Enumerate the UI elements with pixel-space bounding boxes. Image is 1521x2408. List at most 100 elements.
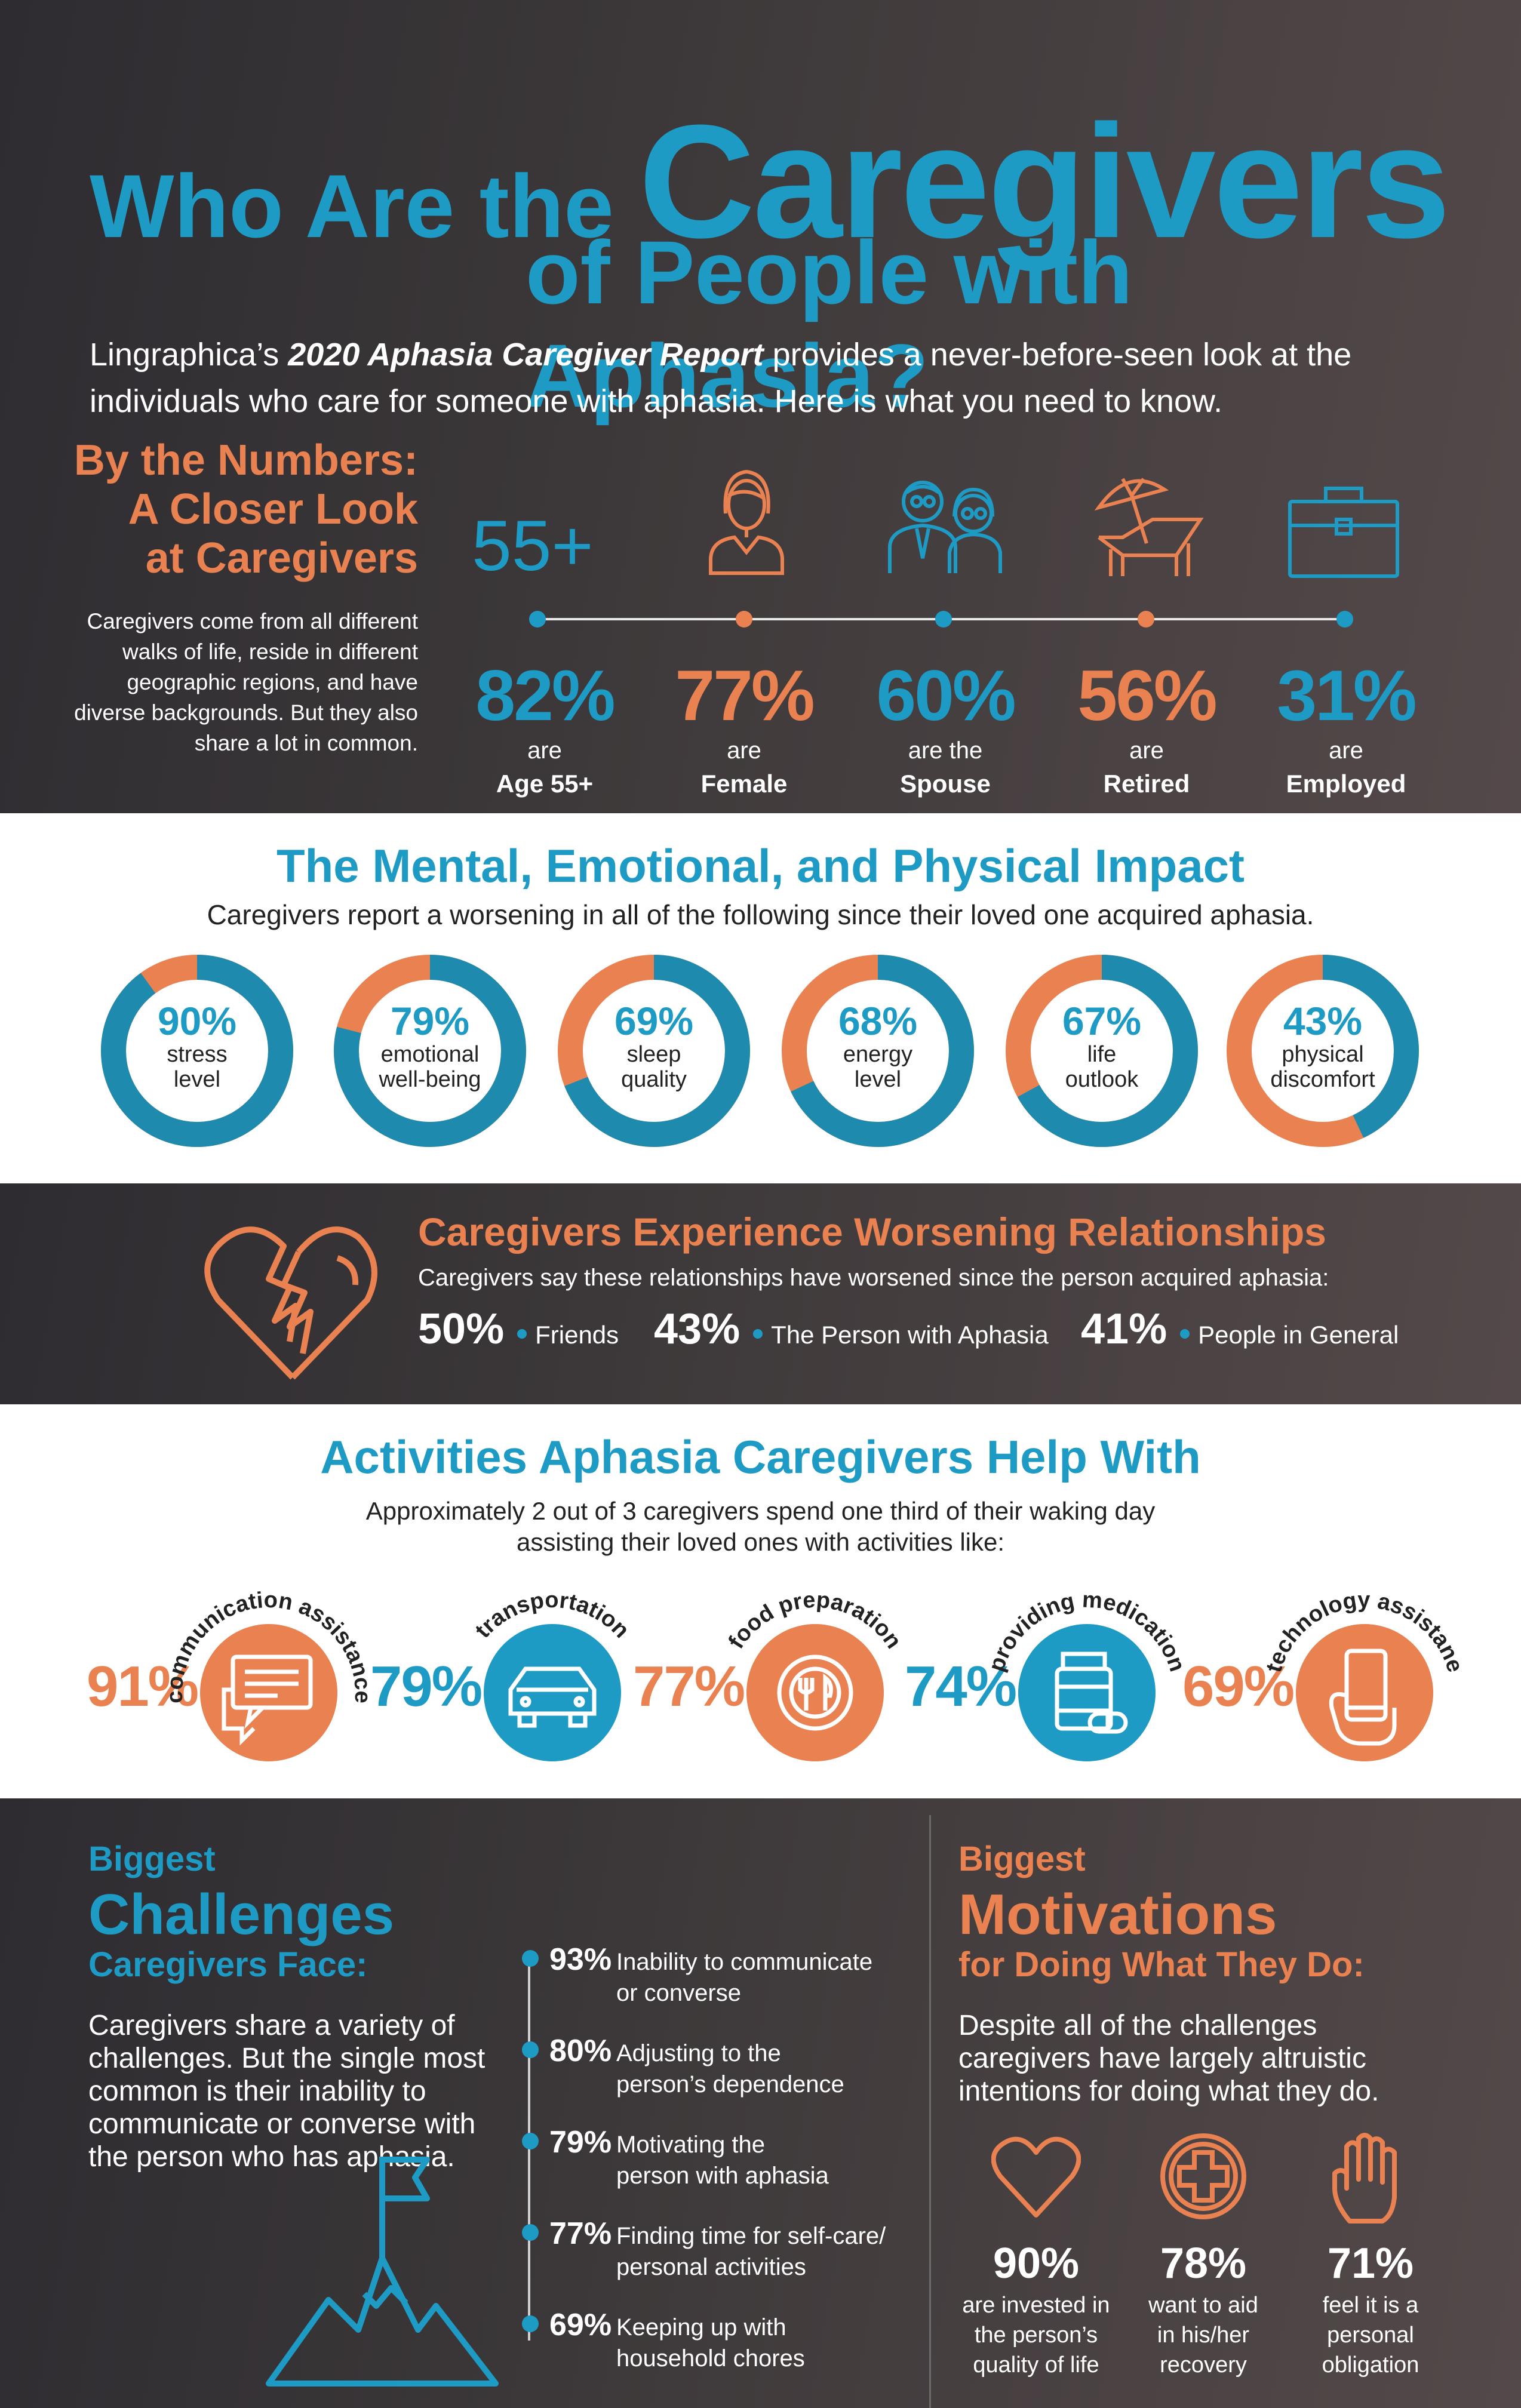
timeline-dot bbox=[529, 611, 546, 628]
challenge-pct: 79% bbox=[549, 2125, 612, 2160]
motivation-text-1: want to aid bbox=[1148, 2293, 1258, 2318]
relationship-label: People in General bbox=[1198, 1321, 1399, 1349]
donut-label: energy level bbox=[776, 1042, 979, 1092]
donut-chart bbox=[782, 955, 974, 1147]
activities-title: Activities Aphasia Caregivers Help With bbox=[320, 1431, 1201, 1483]
motivation-quality: 90% are invested in the person’s quality o… bbox=[950, 2132, 1123, 2380]
donut-chart bbox=[101, 955, 293, 1147]
motivation-text-2: in his/her bbox=[1157, 2323, 1250, 2348]
phone-icon bbox=[1329, 1649, 1397, 1746]
stat-pct: 82% bbox=[475, 656, 615, 736]
activity-technology: 69% technology assistane bbox=[1182, 1582, 1468, 1779]
relationship-label: The Person with Aphasia bbox=[771, 1321, 1049, 1349]
beach-chair-icon bbox=[1094, 478, 1204, 576]
by-numbers-text: Caregivers come from all different walks… bbox=[74, 609, 418, 755]
donut-label-1: emotional bbox=[380, 1042, 480, 1067]
challenge-text: Inability to communicate or converse bbox=[616, 1946, 903, 2009]
stat-employed: 31% are Employed bbox=[1256, 657, 1436, 800]
donut-label: sleep quality bbox=[552, 1042, 755, 1092]
relationship-pct: 50% bbox=[418, 1305, 505, 1353]
challenges-subtitle: Caregivers Face: bbox=[88, 1945, 368, 1984]
donut-stress: 90% stress level bbox=[96, 949, 299, 1152]
donut-value-arc bbox=[1006, 955, 1198, 1147]
motivation-text-1: are invested in bbox=[962, 2293, 1110, 2318]
donut-value-arc bbox=[558, 955, 750, 1147]
stat-label-bold: Female bbox=[700, 770, 788, 798]
bullet-dot bbox=[517, 1328, 527, 1339]
donut-label-1: sleep bbox=[626, 1042, 681, 1067]
stat-label: are bbox=[527, 737, 562, 764]
donut-label-1: life bbox=[1087, 1042, 1117, 1067]
activity-arc-label: transportation bbox=[471, 1588, 634, 1643]
challenge-text-1: Inability to communicate bbox=[616, 1949, 873, 1975]
impact-subtitle: Caregivers report a worsening in all of … bbox=[207, 899, 1314, 930]
challenge-text-1: Motivating the bbox=[616, 2132, 766, 2158]
intro-a: Lingraphica’s bbox=[90, 337, 288, 373]
stat-female: 77% are Female bbox=[655, 657, 834, 800]
bottom-section: Biggest Challenges Caregivers Face: Care… bbox=[0, 1798, 1521, 2408]
bullet-dot bbox=[522, 1950, 539, 1967]
challenge-pct: 77% bbox=[549, 2216, 612, 2251]
activity-arc-label: food preparation bbox=[724, 1588, 907, 1653]
activity-label: food preparation bbox=[724, 1588, 907, 1653]
relationships-section: Caregivers Experience Worsening Relation… bbox=[0, 1183, 1521, 1404]
activity-circle bbox=[746, 1624, 884, 1761]
column-divider bbox=[929, 1815, 931, 2408]
stat-retired: 56% are Retired bbox=[1057, 657, 1236, 800]
motivation-text: feel it is a personal obligation bbox=[1284, 2290, 1457, 2380]
by-numbers-title-3: at Caregivers bbox=[145, 534, 418, 582]
donut-pct: 67% bbox=[1062, 999, 1142, 1043]
mountain-flag-icon bbox=[266, 2157, 499, 2387]
activity-pct: 69% bbox=[1182, 1654, 1295, 1718]
donut-label: life outlook bbox=[1000, 1042, 1203, 1092]
challenge-text-1: Adjusting to the bbox=[616, 2040, 781, 2066]
donut-value-arc bbox=[334, 955, 526, 1147]
challenge-text: Finding time for self-care/personal acti… bbox=[616, 2221, 903, 2283]
briefcase-icon bbox=[1288, 487, 1399, 578]
stat-label-bold: Spouse bbox=[900, 770, 991, 798]
bullet-dot bbox=[522, 2315, 539, 2332]
activity-arc-label: providing medication bbox=[984, 1587, 1190, 1674]
page-title: Who Are the Caregivers bbox=[90, 90, 1451, 275]
donut-pct: 68% bbox=[838, 999, 918, 1043]
donut-outlook: 67% life outlook bbox=[1000, 949, 1203, 1152]
motivation-text-3: obligation bbox=[1322, 2352, 1419, 2378]
motivation-text-1: feel it is a bbox=[1322, 2293, 1419, 2318]
motivation-text-2: the person’s bbox=[974, 2323, 1098, 2348]
plate-icon bbox=[777, 1654, 853, 1731]
title-part-2: Caregivers bbox=[638, 92, 1451, 272]
title-part-3: of People with Aphasia? bbox=[526, 222, 1133, 426]
stat-label: are bbox=[1329, 737, 1363, 764]
stat-label-bold: Employed bbox=[1286, 770, 1406, 798]
activity-pct: 74% bbox=[905, 1654, 1017, 1718]
relationship-friends: 50% Friends bbox=[418, 1305, 619, 1354]
activity-circle bbox=[484, 1624, 621, 1761]
by-numbers-title-1: By the Numbers: bbox=[73, 436, 418, 484]
stat-label: are bbox=[727, 737, 761, 764]
challenge-pct: 69% bbox=[549, 2308, 612, 2342]
donut-value-arc bbox=[1227, 955, 1419, 1147]
bullet-dot bbox=[522, 2224, 539, 2241]
timeline-dot bbox=[935, 611, 952, 628]
car-icon bbox=[508, 1666, 597, 1728]
impact-title: The Mental, Emotional, and Physical Impa… bbox=[276, 839, 1245, 892]
title-part-1: Who Are the bbox=[90, 156, 614, 256]
donut-label-2: discomfort bbox=[1270, 1067, 1375, 1092]
challenges-title: Challenges bbox=[88, 1883, 395, 1946]
challenge-text: Adjusting to the person’s dependence bbox=[616, 2038, 903, 2100]
motivation-recovery: 78% want to aid in his/her recovery bbox=[1117, 2132, 1290, 2380]
pill-bottle-icon bbox=[1055, 1652, 1128, 1734]
challenge-text: Keeping up with household chores bbox=[616, 2312, 903, 2374]
medical-cross-icon bbox=[1160, 2133, 1246, 2219]
activities-subtitle-1: Approximately 2 out of 3 caregivers spen… bbox=[365, 1497, 1156, 1525]
chat-icon bbox=[222, 1654, 313, 1746]
activity-pct: 79% bbox=[370, 1654, 483, 1718]
motivations-subtitle: for Doing What They Do: bbox=[958, 1945, 1365, 1984]
challenge-text-2: person with aphasia bbox=[616, 2163, 829, 2189]
activity-communication: 91% communication assistance bbox=[87, 1582, 375, 1779]
donut-energy: 68% energy level bbox=[776, 949, 979, 1152]
challenge-text-2: personal activities bbox=[616, 2254, 806, 2280]
challenge-text-1: Keeping up with bbox=[616, 2314, 786, 2341]
by-numbers-title: By the Numbers: A Closer Look at Caregiv… bbox=[60, 436, 418, 583]
relationship-pct: 41% bbox=[1081, 1305, 1167, 1353]
